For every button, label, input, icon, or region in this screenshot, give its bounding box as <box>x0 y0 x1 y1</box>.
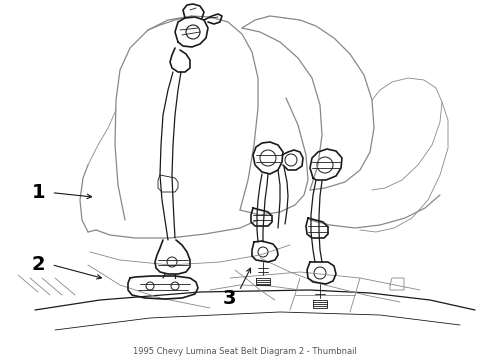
Text: 1: 1 <box>32 183 46 202</box>
Text: 1995 Chevy Lumina Seat Belt Diagram 2 - Thumbnail: 1995 Chevy Lumina Seat Belt Diagram 2 - … <box>133 347 357 356</box>
Text: 2: 2 <box>32 255 46 274</box>
Text: 3: 3 <box>223 289 237 308</box>
